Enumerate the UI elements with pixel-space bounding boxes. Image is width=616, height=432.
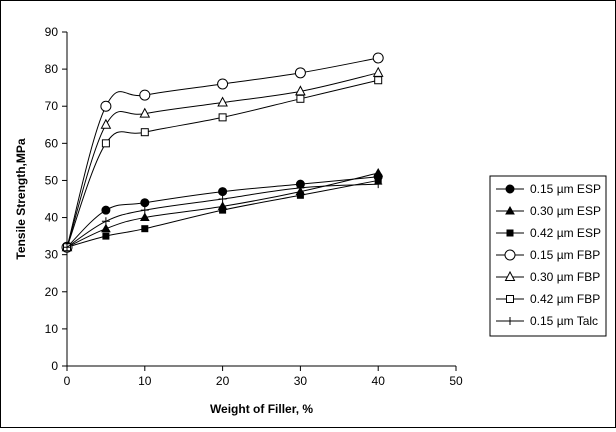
y-tick-label: 0 bbox=[51, 359, 58, 373]
data-point bbox=[140, 128, 149, 137]
x-tick-label: 20 bbox=[216, 374, 230, 388]
data-point bbox=[141, 225, 149, 233]
data-point bbox=[217, 96, 228, 107]
legend-label: 0.42 µm FBP bbox=[530, 292, 600, 306]
data-point bbox=[506, 317, 514, 325]
y-tick-label: 40 bbox=[45, 211, 59, 225]
data-point bbox=[505, 184, 515, 194]
series-7 bbox=[63, 180, 383, 252]
data-point bbox=[218, 187, 228, 197]
data-point bbox=[373, 168, 384, 177]
data-point bbox=[374, 76, 383, 85]
y-tick-label: 20 bbox=[45, 285, 59, 299]
legend-item: 0.30 µm ESP bbox=[496, 204, 601, 218]
legend-item: 0.15 µm Talc bbox=[496, 314, 598, 328]
legend-item: 0.15 µm ESP bbox=[496, 182, 601, 196]
y-tick-label: 90 bbox=[45, 25, 59, 39]
data-point bbox=[140, 206, 149, 215]
data-point bbox=[504, 249, 516, 261]
data-point bbox=[102, 232, 110, 240]
legend-item: 0.42 µm FBP bbox=[496, 292, 600, 306]
legend-label: 0.15 µm Talc bbox=[530, 314, 598, 328]
data-point bbox=[506, 295, 514, 303]
data-point bbox=[374, 180, 383, 189]
data-point bbox=[218, 113, 227, 122]
series-line bbox=[66, 79, 379, 248]
legend-label: 0.42 µm ESP bbox=[530, 226, 601, 240]
y-axis-title: Tensile Strength,MPa bbox=[14, 138, 28, 259]
data-point bbox=[100, 118, 112, 129]
legend: 0.15 µm ESP 0.30 µm ESP 0.42 µm ESP 0.15 µm… bbox=[489, 175, 607, 337]
data-point bbox=[506, 229, 514, 237]
axes bbox=[62, 31, 457, 371]
x-tick-label: 50 bbox=[449, 374, 463, 388]
data-point bbox=[219, 206, 227, 214]
y-tick-label: 30 bbox=[45, 248, 59, 262]
data-point bbox=[139, 107, 151, 118]
x-tick-label: 40 bbox=[372, 374, 386, 388]
series-layer bbox=[61, 52, 384, 253]
legend-label: 0.15 µm ESP bbox=[530, 182, 601, 196]
data-point bbox=[101, 217, 110, 226]
y-tick-label: 60 bbox=[45, 136, 59, 150]
data-point bbox=[101, 223, 111, 233]
data-point bbox=[294, 67, 306, 79]
x-tick-label: 10 bbox=[138, 374, 152, 388]
data-point bbox=[101, 205, 111, 215]
data-point bbox=[101, 139, 110, 148]
series-5 bbox=[61, 66, 384, 252]
series-line bbox=[66, 72, 379, 248]
legend-label: 0.30 µm ESP bbox=[530, 204, 601, 218]
data-point bbox=[100, 100, 112, 112]
legend-label: 0.30 µm FBP bbox=[530, 270, 600, 284]
legend-item: 0.30 µm FBP bbox=[496, 270, 600, 284]
data-point bbox=[372, 52, 384, 64]
y-tick-label: 80 bbox=[45, 62, 59, 76]
y-tick-label: 70 bbox=[45, 99, 59, 113]
data-point bbox=[218, 195, 227, 203]
data-point bbox=[372, 66, 384, 77]
y-tick-label: 10 bbox=[45, 322, 59, 336]
data-point bbox=[140, 198, 150, 208]
data-point bbox=[504, 270, 516, 281]
series-4 bbox=[61, 52, 384, 253]
data-point bbox=[139, 89, 151, 101]
x-tick-label: 0 bbox=[64, 374, 71, 388]
y-tick-label: 50 bbox=[45, 173, 59, 187]
x-tick-label: 30 bbox=[294, 374, 308, 388]
data-point bbox=[296, 191, 304, 199]
data-point bbox=[296, 183, 305, 192]
legend-item: 0.15 µm FBP bbox=[496, 248, 600, 262]
data-point bbox=[217, 78, 229, 90]
tick-labels: 0 10 20 30 40 50 60 70 80 90 0 10 20 30 40 50 bbox=[45, 25, 463, 388]
data-point bbox=[505, 205, 515, 215]
data-point bbox=[63, 243, 71, 252]
data-point bbox=[139, 212, 150, 222]
legend-label: 0.15 µm FBP bbox=[530, 248, 600, 262]
x-axis-title: Weight of Filler, % bbox=[210, 402, 313, 416]
data-point bbox=[296, 94, 305, 103]
legend-item: 0.42 µm ESP bbox=[496, 226, 601, 240]
